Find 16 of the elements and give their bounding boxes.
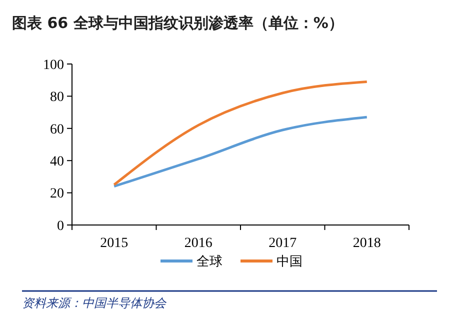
legend-label: 全球 bbox=[196, 254, 222, 270]
y-tick-label: 0 bbox=[57, 218, 64, 234]
y-tick-label: 100 bbox=[43, 58, 64, 73]
line-series bbox=[112, 116, 368, 188]
x-tick-label: 2015 bbox=[100, 236, 128, 251]
x-tick-label: 2016 bbox=[184, 236, 212, 251]
x-tick-label: 2017 bbox=[268, 236, 297, 251]
chart-title: 图表 66 全球与中国指纹识别渗透率（单位：%） bbox=[12, 14, 344, 32]
y-tick-label: 60 bbox=[50, 122, 64, 138]
y-tick-label: 80 bbox=[50, 90, 64, 106]
y-tick-label: 20 bbox=[50, 186, 64, 202]
legend-label: 中国 bbox=[276, 254, 302, 270]
x-tick-label: 2018 bbox=[352, 236, 381, 251]
line-series bbox=[112, 80, 368, 186]
text: 资料来源：中国半导体协会 bbox=[22, 296, 167, 310]
y-tick-label: 40 bbox=[50, 154, 64, 170]
